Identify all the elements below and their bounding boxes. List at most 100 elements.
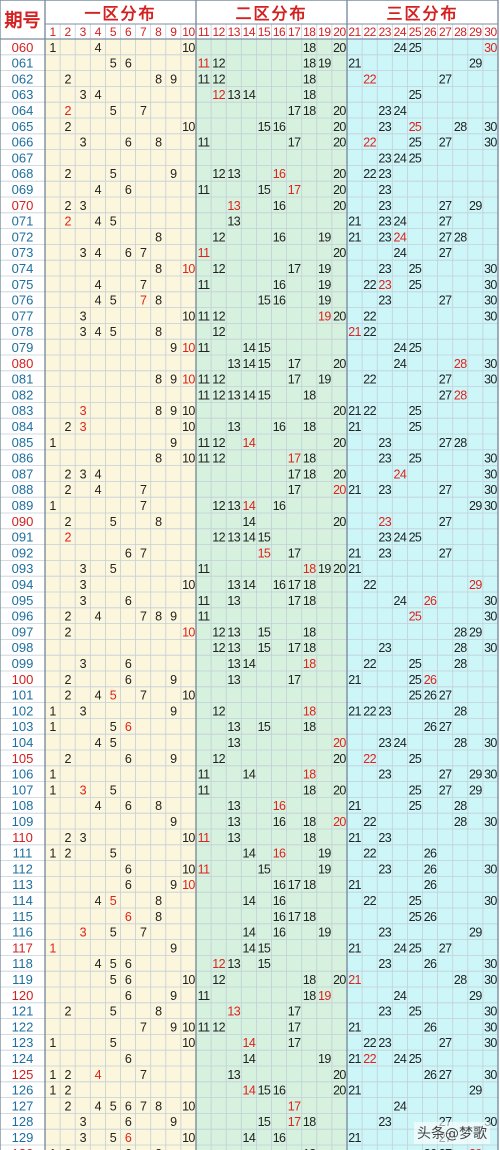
hit-number: 3 <box>80 704 87 718</box>
period-number: 088 <box>12 482 34 497</box>
hit-number: 23 <box>378 1036 391 1050</box>
period-number: 066 <box>12 135 34 150</box>
hit-number: 2 <box>64 72 71 86</box>
column-number-label: 3 <box>80 25 87 39</box>
hit-number: 18 <box>303 57 316 71</box>
hit-number-red: 11 <box>198 57 210 71</box>
hit-number: 6 <box>125 594 132 608</box>
period-number: 068 <box>12 166 34 181</box>
hit-number: 15 <box>258 183 271 197</box>
hit-number: 11 <box>198 309 210 323</box>
hit-number-red: 14 <box>242 499 255 513</box>
hit-number: 21 <box>348 831 361 845</box>
hit-number: 29 <box>469 926 482 940</box>
period-number: 070 <box>12 198 34 213</box>
column-number-label: 4 <box>95 25 102 39</box>
period-number: 067 <box>12 150 34 165</box>
hit-number: 19 <box>318 373 331 387</box>
hit-number: 4 <box>95 736 102 750</box>
hit-number-red: 26 <box>424 594 437 608</box>
hit-number: 11 <box>198 452 210 466</box>
hit-number: 29 <box>469 57 482 71</box>
hit-number-red: 1 <box>49 941 56 955</box>
hit-number: 12 <box>212 1020 225 1034</box>
column-number-label: 2 <box>65 25 72 39</box>
hit-number: 29 <box>469 783 482 797</box>
hit-number: 11 <box>198 594 210 608</box>
hit-number: 24 <box>393 531 406 545</box>
hit-number: 25 <box>409 910 422 924</box>
hit-number: 14 <box>242 388 255 402</box>
hit-number: 23 <box>378 1005 391 1019</box>
hit-number: 2 <box>64 689 71 703</box>
hit-number-red: 30 <box>484 41 497 55</box>
hit-number: 21 <box>348 1131 361 1145</box>
period-number: 092 <box>12 545 34 560</box>
hit-number: 23 <box>378 704 391 718</box>
hit-number: 21 <box>348 941 361 955</box>
hit-number: 27 <box>439 199 452 213</box>
hit-number: 7 <box>140 499 147 513</box>
hit-number: 25 <box>409 262 422 276</box>
period-number: 105 <box>12 751 34 766</box>
hit-number-red: 2 <box>64 531 71 545</box>
period-number: 091 <box>12 530 34 545</box>
hit-number-red: 25 <box>409 610 422 624</box>
hit-number: 17 <box>288 1020 301 1034</box>
period-number: 117 <box>12 940 33 955</box>
hit-number: 24 <box>393 215 406 229</box>
hit-number: 17 <box>288 1036 301 1050</box>
hit-number: 30 <box>484 373 497 387</box>
column-number-label: 8 <box>155 25 162 39</box>
hit-number: 10 <box>182 404 195 418</box>
column-number-label: 1 <box>49 25 56 39</box>
period-number: 064 <box>12 103 34 118</box>
hit-number: 3 <box>80 578 87 592</box>
hit-number-red: 12 <box>212 88 225 102</box>
header-background <box>0 0 498 39</box>
hit-number: 10 <box>182 831 195 845</box>
hit-number: 15 <box>258 941 271 955</box>
hit-number: 7 <box>140 1099 147 1113</box>
hit-number: 15 <box>258 862 271 876</box>
hit-number-red: 17 <box>288 183 301 197</box>
hit-number: 18 <box>303 41 316 55</box>
hit-number: 10 <box>182 973 195 987</box>
hit-number: 3 <box>80 1115 87 1129</box>
hit-number: 23 <box>378 151 391 165</box>
hit-number-red: 16 <box>273 167 286 181</box>
hit-number: 29 <box>469 989 482 1003</box>
hit-number: 22 <box>363 309 376 323</box>
hit-number: 26 <box>424 878 437 892</box>
period-number: 127 <box>12 1098 34 1113</box>
hit-number: 18 <box>303 88 316 102</box>
hit-number: 16 <box>273 199 286 213</box>
hit-number: 13 <box>227 957 240 971</box>
hit-number: 30 <box>484 309 497 323</box>
hit-number: 11 <box>198 72 210 86</box>
hit-number: 8 <box>155 610 162 624</box>
hit-number: 12 <box>212 57 225 71</box>
hit-number: 9 <box>170 673 177 687</box>
hit-number-red: 28 <box>454 388 467 402</box>
watermark: 头条@梦歌 <box>414 1122 490 1144</box>
hit-number: 15 <box>258 1084 271 1098</box>
hit-number: 5 <box>110 57 117 71</box>
hit-number-red: 10 <box>182 341 195 355</box>
period-number: 128 <box>12 1114 34 1129</box>
period-number: 071 <box>12 214 34 229</box>
hit-number: 1 <box>49 41 56 55</box>
hit-number: 18 <box>303 989 316 1003</box>
hit-number: 10 <box>182 120 195 134</box>
hit-number: 12 <box>212 499 225 513</box>
hit-number: 4 <box>95 41 102 55</box>
hit-number: 25 <box>409 88 422 102</box>
hit-number: 1 <box>49 1147 56 1150</box>
column-number-label: 13 <box>228 25 241 39</box>
hit-number: 7 <box>140 246 147 260</box>
period-number: 111 <box>13 846 33 861</box>
period-number: 096 <box>12 609 34 624</box>
hit-number-red: 6 <box>125 720 132 734</box>
column-number-label: 22 <box>363 25 376 39</box>
hit-number: 29 <box>469 768 482 782</box>
